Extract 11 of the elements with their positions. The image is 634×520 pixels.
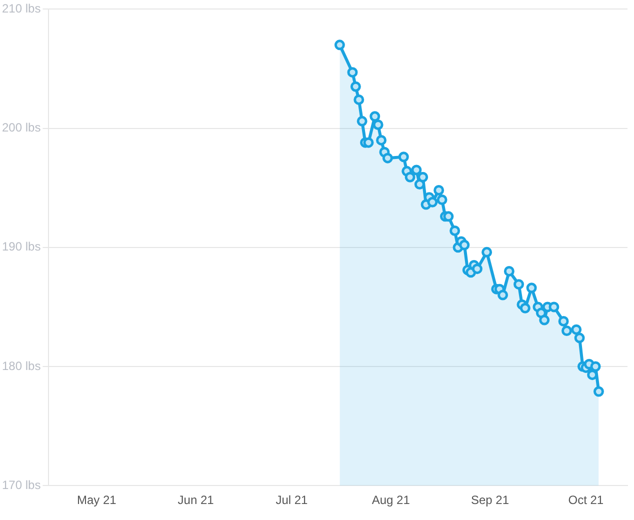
x-tick-label: Jun 21: [178, 493, 214, 508]
y-tick-label: 210 lbs: [2, 2, 41, 16]
x-tick-label: May 21: [76, 493, 117, 508]
x-tick-label: Aug 21: [372, 493, 410, 508]
y-tick-label: 190 lbs: [2, 240, 41, 254]
y-tick-label: 170 lbs: [2, 478, 41, 492]
y-tick-label: 180 lbs: [2, 358, 41, 373]
x-tick-label: Oct 21: [568, 493, 604, 508]
x-tick-label: Jul 21: [276, 493, 308, 508]
y-tick-label: 200 lbs: [2, 120, 41, 135]
x-tick-label: Sep 21: [470, 493, 510, 508]
